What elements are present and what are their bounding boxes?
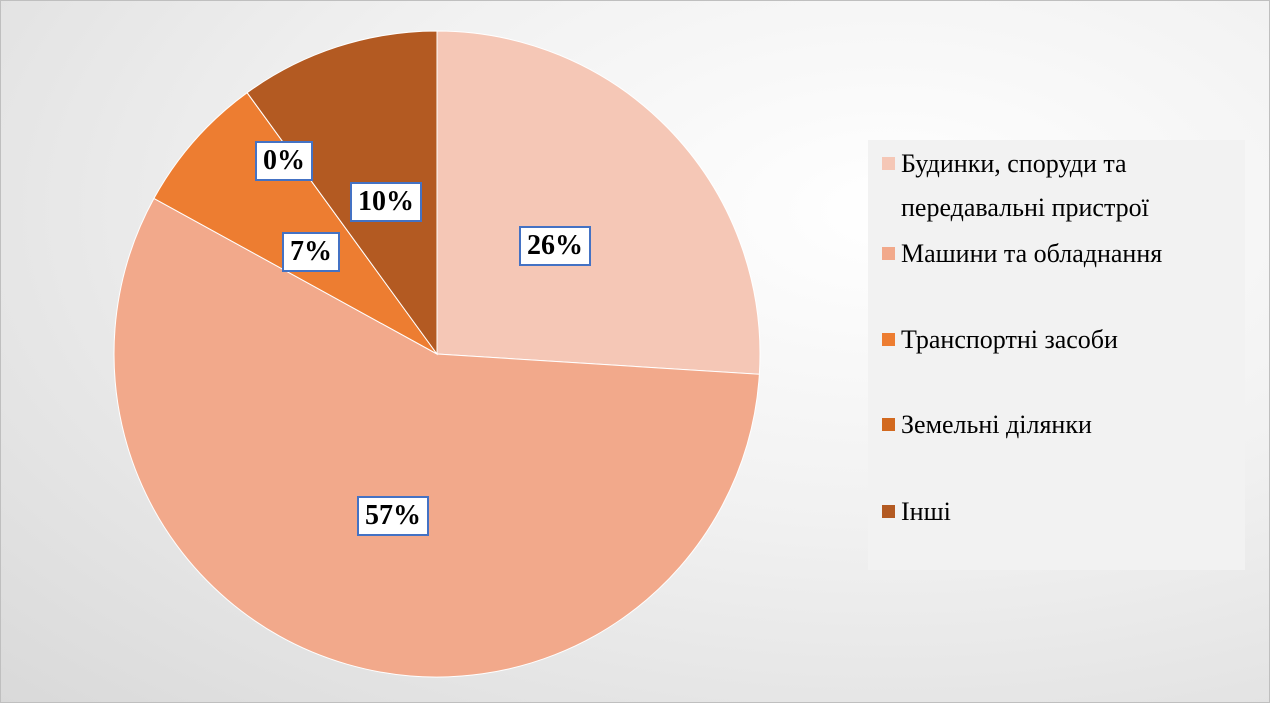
- legend-entry: Транспортні засоби: [882, 318, 1232, 362]
- pie-slice: [436, 30, 761, 375]
- legend: Будинки, споруди та передавальні пристро…: [868, 140, 1245, 570]
- pie-slice: [113, 197, 760, 678]
- data-label: 0%: [255, 141, 313, 181]
- data-label: 26%: [519, 226, 591, 266]
- legend-entry: Земельні ділянки: [882, 403, 1232, 447]
- data-label: 57%: [357, 496, 429, 536]
- legend-swatch: [882, 157, 895, 170]
- legend-swatch: [882, 333, 895, 346]
- pie-slice: [246, 30, 438, 356]
- legend-label: Транспортні засоби: [901, 325, 1118, 354]
- legend-label: Інші: [901, 497, 951, 526]
- data-label: 7%: [282, 232, 340, 272]
- legend-entry: Будинки, споруди та передавальні пристро…: [882, 142, 1232, 230]
- legend-label: Земельні ділянки: [901, 410, 1092, 439]
- legend-swatch: [882, 418, 895, 431]
- data-label: 10%: [350, 182, 422, 222]
- pie-slice: [153, 91, 438, 355]
- legend-swatch: [882, 505, 895, 518]
- legend-label: Будинки, споруди та передавальні пристро…: [901, 149, 1149, 222]
- legend-swatch: [882, 247, 895, 260]
- legend-entry: Інші: [882, 490, 1232, 534]
- legend-entry: Машини та обладнання: [882, 232, 1232, 276]
- legend-label: Машини та обладнання: [901, 239, 1163, 268]
